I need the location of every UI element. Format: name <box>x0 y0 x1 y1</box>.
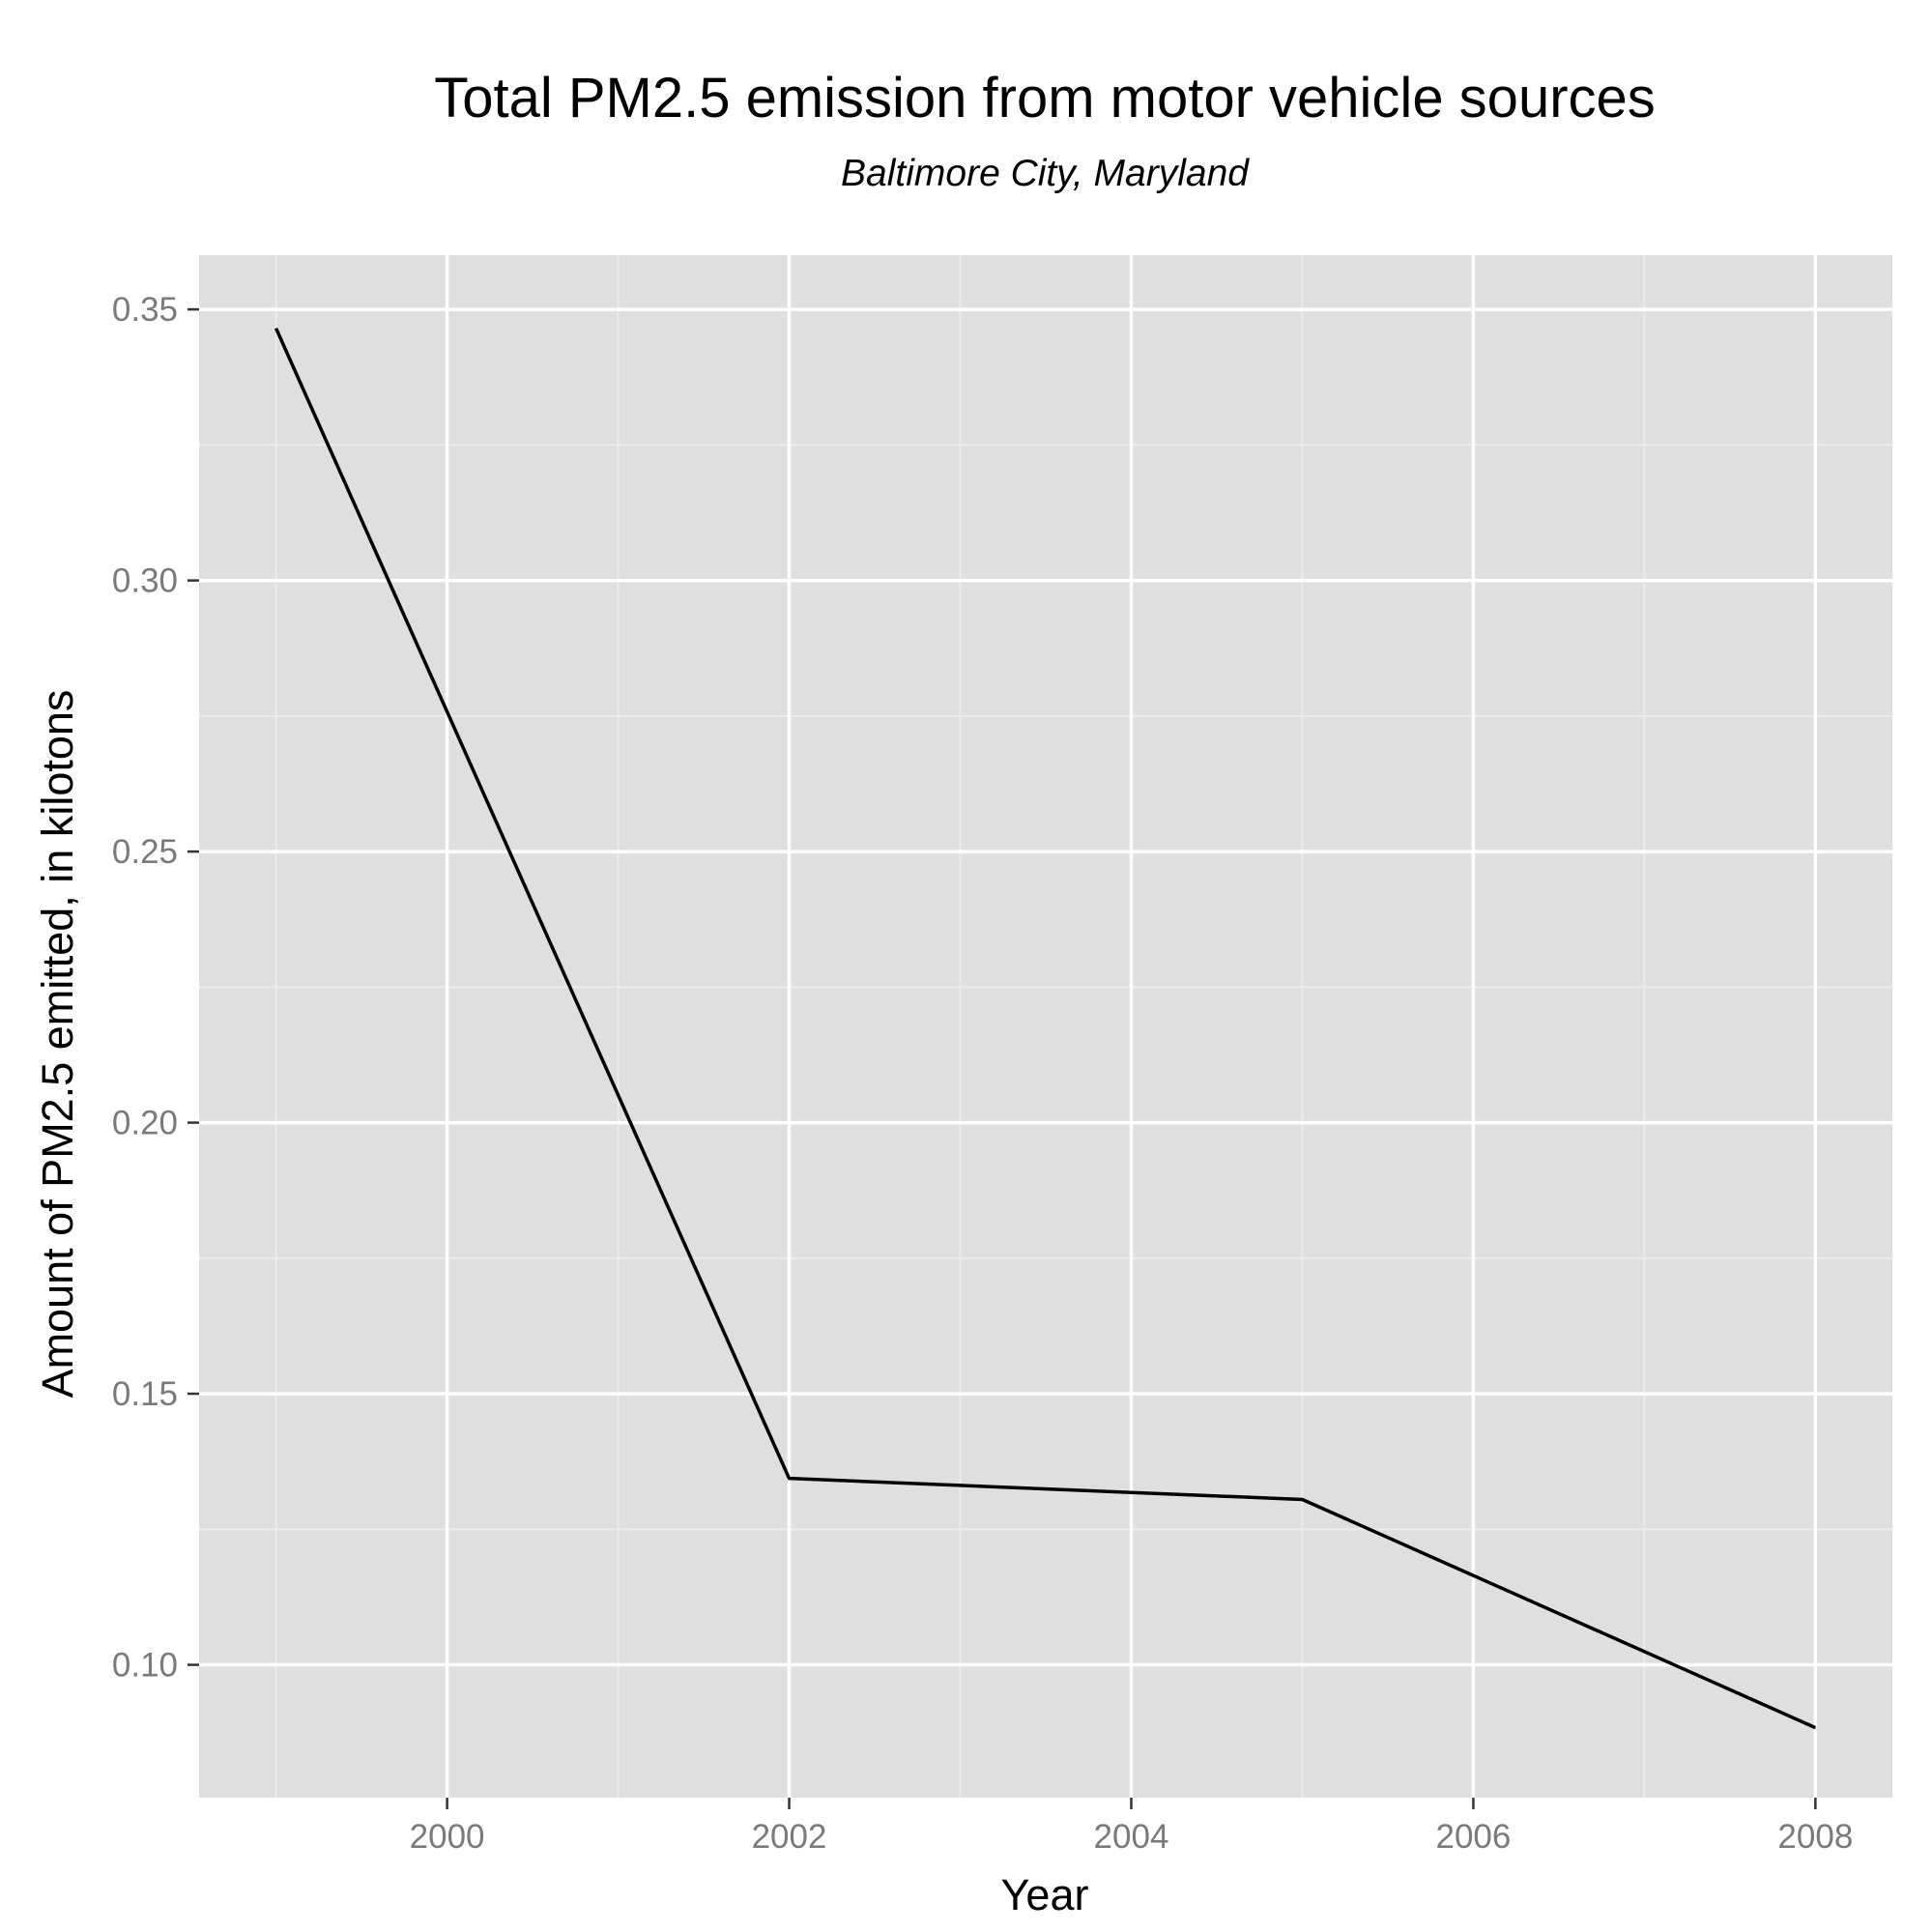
x-tick-label: 2000 <box>410 1818 485 1856</box>
x-tick-label: 2002 <box>752 1818 827 1856</box>
y-tick-label: 0.10 <box>112 1647 178 1685</box>
chart-subtitle: Baltimore City, Maryland <box>841 153 1249 194</box>
x-tick-label: 2004 <box>1094 1818 1169 1856</box>
y-tick-label: 0.15 <box>112 1375 178 1413</box>
x-axis-title: Year <box>1000 1870 1089 1919</box>
x-tick-label: 2006 <box>1435 1818 1511 1856</box>
y-tick-label: 0.35 <box>112 291 178 329</box>
y-tick-label: 0.25 <box>112 833 178 871</box>
x-tick-label: 2008 <box>1777 1818 1853 1856</box>
y-axis-title: Amount of PM2.5 emitted, in kilotons <box>33 689 82 1399</box>
y-tick-label: 0.30 <box>112 562 178 600</box>
panel-background <box>199 255 1892 1798</box>
y-tick-label: 0.20 <box>112 1105 178 1142</box>
series-line <box>274 327 1817 1730</box>
chart-title: Total PM2.5 emission from motor vehicle … <box>434 67 1656 130</box>
